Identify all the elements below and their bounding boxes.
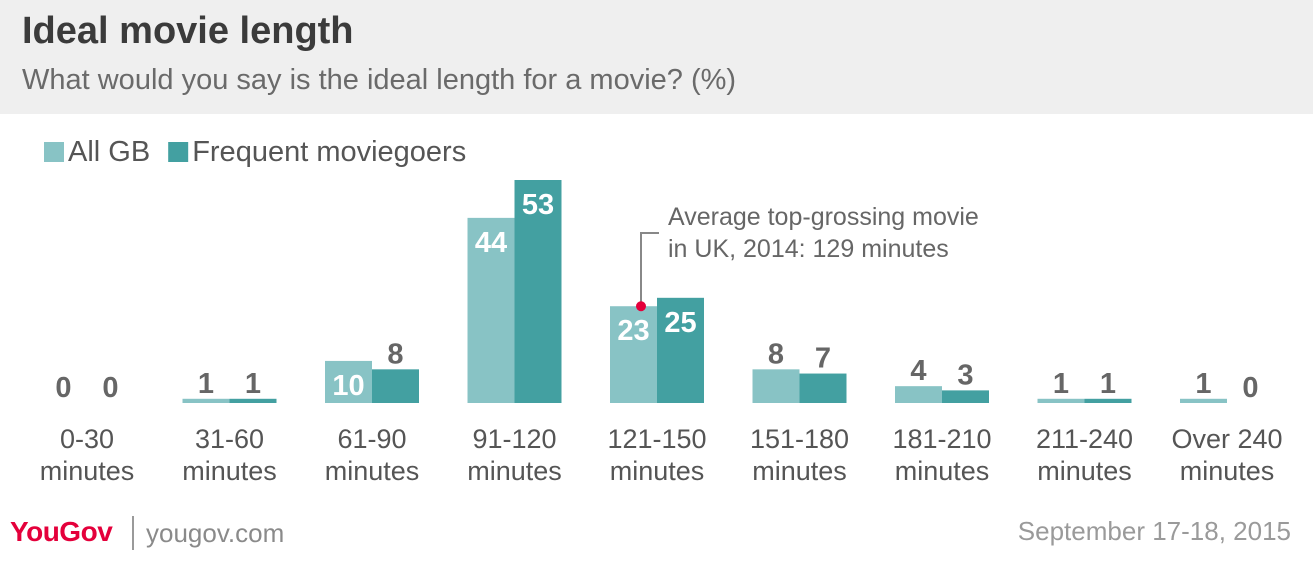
bar-1-0 <box>182 398 230 403</box>
chart-legend: All GB Frequent moviegoers <box>44 136 466 168</box>
bar-2-0 <box>325 360 372 403</box>
footer-date: September 17-18, 2015 <box>1017 516 1291 546</box>
chart-annotation: Average top-grossing movie in UK, 2014: 1… <box>636 203 979 312</box>
data-label-2-0: 10 <box>332 370 364 402</box>
bar-4-1 <box>657 297 704 403</box>
bar-5-1 <box>799 373 847 403</box>
bar-3-1 <box>514 180 562 403</box>
data-label-1-0: 1 <box>198 368 214 400</box>
bar-6-0 <box>895 386 942 403</box>
footer-website: yougov.com <box>146 518 285 548</box>
annotation-text-0: Average top-grossing movie <box>668 203 979 231</box>
bar-1-1 <box>229 398 277 403</box>
chart-subtitle: What would you say is the ideal length f… <box>22 64 737 96</box>
x-tick-label-8-0: Over 240 <box>1171 424 1282 454</box>
data-label-5-0: 8 <box>768 338 784 370</box>
data-label-0-0: 0 <box>55 372 71 404</box>
data-label-7-0: 1 <box>1053 368 1069 400</box>
annotation-leader-line <box>640 232 659 307</box>
data-label-8-1: 0 <box>1242 372 1258 404</box>
x-tick-label-5-1: minutes <box>752 456 847 486</box>
x-tick-label-0-1: minutes <box>40 456 135 486</box>
data-label-4-1: 25 <box>664 307 696 339</box>
bar-8-0 <box>1180 398 1227 403</box>
bar-3-0 <box>467 217 515 403</box>
x-tick-label-1-0: 31-60 <box>195 424 264 454</box>
footer-divider <box>132 516 134 550</box>
yougov-logo: YouGov <box>10 516 113 547</box>
legend-swatch-1 <box>168 142 189 162</box>
x-tick-label-5-0: 151-180 <box>750 424 849 454</box>
x-tick-label-1-1: minutes <box>182 456 277 486</box>
x-tick-label-2-1: minutes <box>325 456 420 486</box>
x-axis-labels: 0-30minutes31-60minutes61-90minutes91-12… <box>40 424 1283 486</box>
x-tick-label-8-1: minutes <box>1180 456 1275 486</box>
bar-7-1 <box>1084 398 1132 403</box>
data-label-1-1: 1 <box>245 368 261 400</box>
x-tick-label-3-1: minutes <box>467 456 562 486</box>
data-label-7-1: 1 <box>1100 368 1116 400</box>
annotation-marker <box>636 301 646 312</box>
x-tick-label-0-0: 0-30 <box>60 424 114 454</box>
bar-6-1 <box>942 390 989 403</box>
bar-2-1 <box>372 369 419 403</box>
x-tick-label-2-0: 61-90 <box>337 424 406 454</box>
data-label-8-0: 1 <box>1195 368 1211 400</box>
legend-label-0: All GB <box>68 136 150 168</box>
data-label-5-1: 7 <box>815 343 831 375</box>
data-label-6-0: 4 <box>910 355 926 387</box>
data-label-2-1: 8 <box>387 338 403 370</box>
legend-label-1: Frequent moviegoers <box>192 136 466 168</box>
data-label-3-0: 44 <box>475 227 507 259</box>
data-label-6-1: 3 <box>957 359 973 391</box>
data-label-0-1: 0 <box>102 372 118 404</box>
x-tick-label-3-0: 91-120 <box>472 424 556 454</box>
bar-4-0 <box>610 306 657 403</box>
chart-title: Ideal movie length <box>22 10 354 52</box>
bar-7-0 <box>1037 398 1085 403</box>
annotation-text-1: in UK, 2014: 129 minutes <box>668 235 949 263</box>
x-tick-label-4-0: 121-150 <box>607 424 706 454</box>
chart-header: Ideal movie length What would you say is… <box>0 0 1313 114</box>
x-tick-label-7-1: minutes <box>1037 456 1132 486</box>
data-label-4-0: 23 <box>617 315 649 347</box>
x-tick-label-6-0: 181-210 <box>892 424 991 454</box>
x-tick-label-6-1: minutes <box>895 456 990 486</box>
bar-5-0 <box>752 369 800 403</box>
data-label-3-1: 53 <box>522 189 554 221</box>
x-tick-label-7-0: 211-240 <box>1036 424 1133 454</box>
x-tick-label-4-1: minutes <box>610 456 705 486</box>
legend-swatch-0 <box>44 142 64 162</box>
